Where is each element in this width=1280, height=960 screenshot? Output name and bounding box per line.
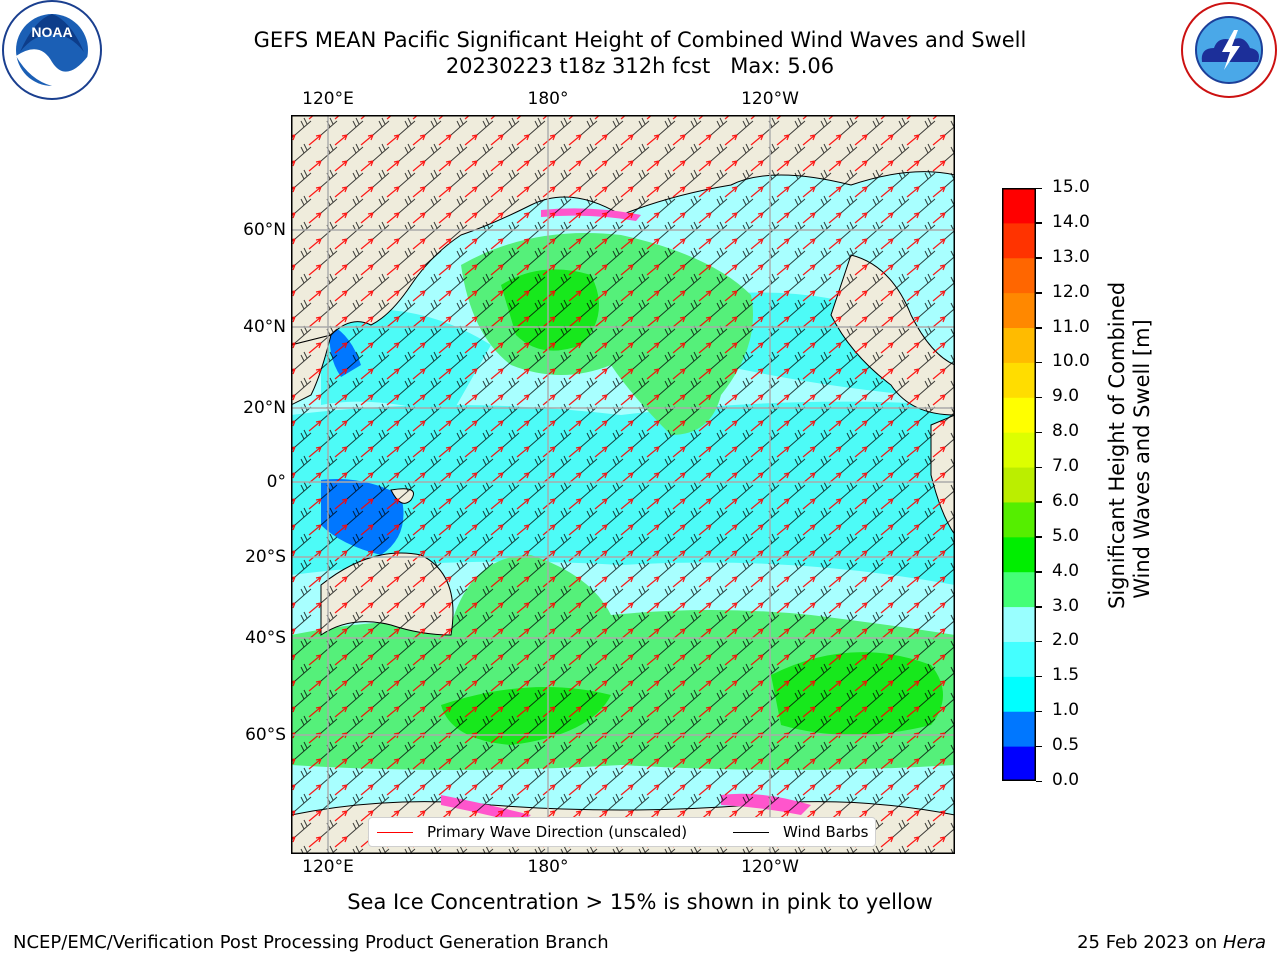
lon-label-top-120w: 120°W <box>741 89 799 109</box>
colorbar-tick-label: 1.0 <box>1052 700 1080 721</box>
colorbar-tick-mark <box>1036 396 1042 399</box>
colorbar-tick-label: 1.5 <box>1052 665 1080 686</box>
colorbar-segment <box>1002 432 1036 468</box>
footer-host: Hera <box>1222 932 1266 953</box>
colorbar-tick-mark <box>1036 606 1042 608</box>
colorbar-segment <box>1002 362 1036 398</box>
colorbar-tick-label: 0.5 <box>1052 735 1080 756</box>
colorbar-tick-label: 6.0 <box>1052 490 1080 511</box>
colorbar-tick-label: 2.0 <box>1052 630 1080 651</box>
legend-item-wind-barbs: Wind Barbs <box>733 823 868 841</box>
colorbar-label-line-1: Significant Height of Combined <box>1105 281 1129 609</box>
noaa-logo-icon: NOAA <box>2 0 102 100</box>
footer-date: 25 Feb 2023 on Hera <box>1077 932 1266 953</box>
colorbar-tick-mark <box>1036 257 1042 259</box>
legend-label-wave-direction: Primary Wave Direction (unscaled) <box>427 823 688 841</box>
title-line-2: 20230223 t18z 312h fcst Max: 5.06 <box>445 54 835 78</box>
colorbar-tick-mark <box>1036 745 1042 748</box>
colorbar-tick-mark <box>1036 780 1042 782</box>
colorbar-segment <box>1002 711 1036 747</box>
lon-label-bottom-120w: 120°W <box>741 857 799 877</box>
colorbar-tick-mark <box>1036 431 1042 434</box>
title-line-1: GEFS MEAN Pacific Significant Height of … <box>253 28 1027 52</box>
colorbar-tick-label: 12.0 <box>1052 281 1090 302</box>
colorbar-tick-mark <box>1036 222 1042 224</box>
lat-label-40n: 40°N <box>243 317 286 337</box>
colorbar-tick-label: 7.0 <box>1052 456 1080 477</box>
colorbar-segment <box>1002 222 1036 259</box>
colorbar-frame <box>1002 188 1036 781</box>
colorbar-tick-mark <box>1036 640 1042 643</box>
colorbar-tick-mark <box>1036 361 1042 364</box>
wave-height-map <box>291 115 955 854</box>
colorbar-segment <box>1002 641 1036 677</box>
wave-direction-arrows <box>291 115 955 854</box>
colorbar-segment <box>1002 467 1036 503</box>
colorbar-tick-mark <box>1036 466 1042 469</box>
colorbar-tick-mark <box>1036 292 1042 294</box>
lat-label-20s: 20°S <box>245 547 286 567</box>
colorbar-segment <box>1002 188 1036 224</box>
colorbar-label: Significant Height of Combined Wind Wave… <box>1105 281 1155 609</box>
colorbar-tick-label: 9.0 <box>1052 386 1080 407</box>
colorbar-segment <box>1002 501 1036 538</box>
colorbar-tick-label: 10.0 <box>1052 351 1090 372</box>
colorbar-tick-label: 3.0 <box>1052 595 1080 616</box>
chart-title: GEFS MEAN Pacific Significant Height of … <box>0 27 1280 79</box>
footer-date-text: 25 Feb 2023 on <box>1077 932 1223 953</box>
colorbar-tick-label: 15.0 <box>1052 177 1090 197</box>
colorbar-segment <box>1002 257 1036 294</box>
colorbar-tick-label: 5.0 <box>1052 525 1080 546</box>
colorbar-tick-label: 13.0 <box>1052 246 1090 267</box>
colorbar-segment <box>1002 676 1036 712</box>
legend-item-wave-direction: Primary Wave Direction (unscaled) <box>377 823 687 841</box>
colorbar-tick-label: 11.0 <box>1052 316 1090 337</box>
colorbar-tick-mark <box>1036 536 1042 538</box>
legend-label-wind-barbs: Wind Barbs <box>783 823 869 841</box>
sea-ice-note: Sea Ice Concentration > 15% is shown in … <box>347 890 933 914</box>
colorbar-segment <box>1002 606 1036 642</box>
colorbar-tick-label: 14.0 <box>1052 211 1090 232</box>
colorbar-tick-mark <box>1036 571 1042 573</box>
colorbar-label-line-2: Wind Waves and Swell [m] <box>1130 319 1154 599</box>
lon-label-bottom-180: 180° <box>527 857 569 877</box>
lat-label-60n: 60°N <box>243 220 286 240</box>
noaa-logo-text: NOAA <box>31 24 72 40</box>
graticule <box>291 115 955 854</box>
colorbar-tick-label: 8.0 <box>1052 421 1080 442</box>
colorbar-segment <box>1002 397 1036 433</box>
colorbar-segment <box>1002 571 1036 608</box>
colorbar-segment <box>1002 746 1036 781</box>
colorbar-segment <box>1002 292 1036 329</box>
lat-label-40s: 40°S <box>245 628 286 648</box>
legend-swatch-black <box>733 831 769 833</box>
colorbar <box>1002 188 1036 781</box>
colorbar-tick-mark <box>1036 187 1042 189</box>
lon-label-top-120e: 120°E <box>302 89 354 109</box>
colorbar-segment <box>1002 536 1036 573</box>
legend-swatch-red <box>377 831 413 833</box>
map-legend: Primary Wave Direction (unscaled) Wind B… <box>368 817 876 847</box>
colorbar-tick-label: 4.0 <box>1052 560 1080 581</box>
colorbar-tick-mark <box>1036 675 1042 678</box>
colorbar-segment <box>1002 327 1036 363</box>
colorbar-tick-mark <box>1036 501 1042 503</box>
lat-label-20n: 20°N <box>243 398 286 418</box>
lon-label-bottom-120e: 120°E <box>302 857 354 877</box>
lat-label-0: 0° <box>266 472 286 492</box>
colorbar-tick-mark <box>1036 710 1042 713</box>
footer-credit: NCEP/EMC/Verification Post Processing Pr… <box>13 932 609 953</box>
lat-label-60s: 60°S <box>245 725 286 745</box>
map-frame <box>291 115 955 854</box>
colorbar-tick-label: 0.0 <box>1052 770 1080 790</box>
nws-logo-icon <box>1181 2 1277 98</box>
lon-label-top-180: 180° <box>527 89 569 109</box>
colorbar-tick-mark <box>1036 327 1042 329</box>
